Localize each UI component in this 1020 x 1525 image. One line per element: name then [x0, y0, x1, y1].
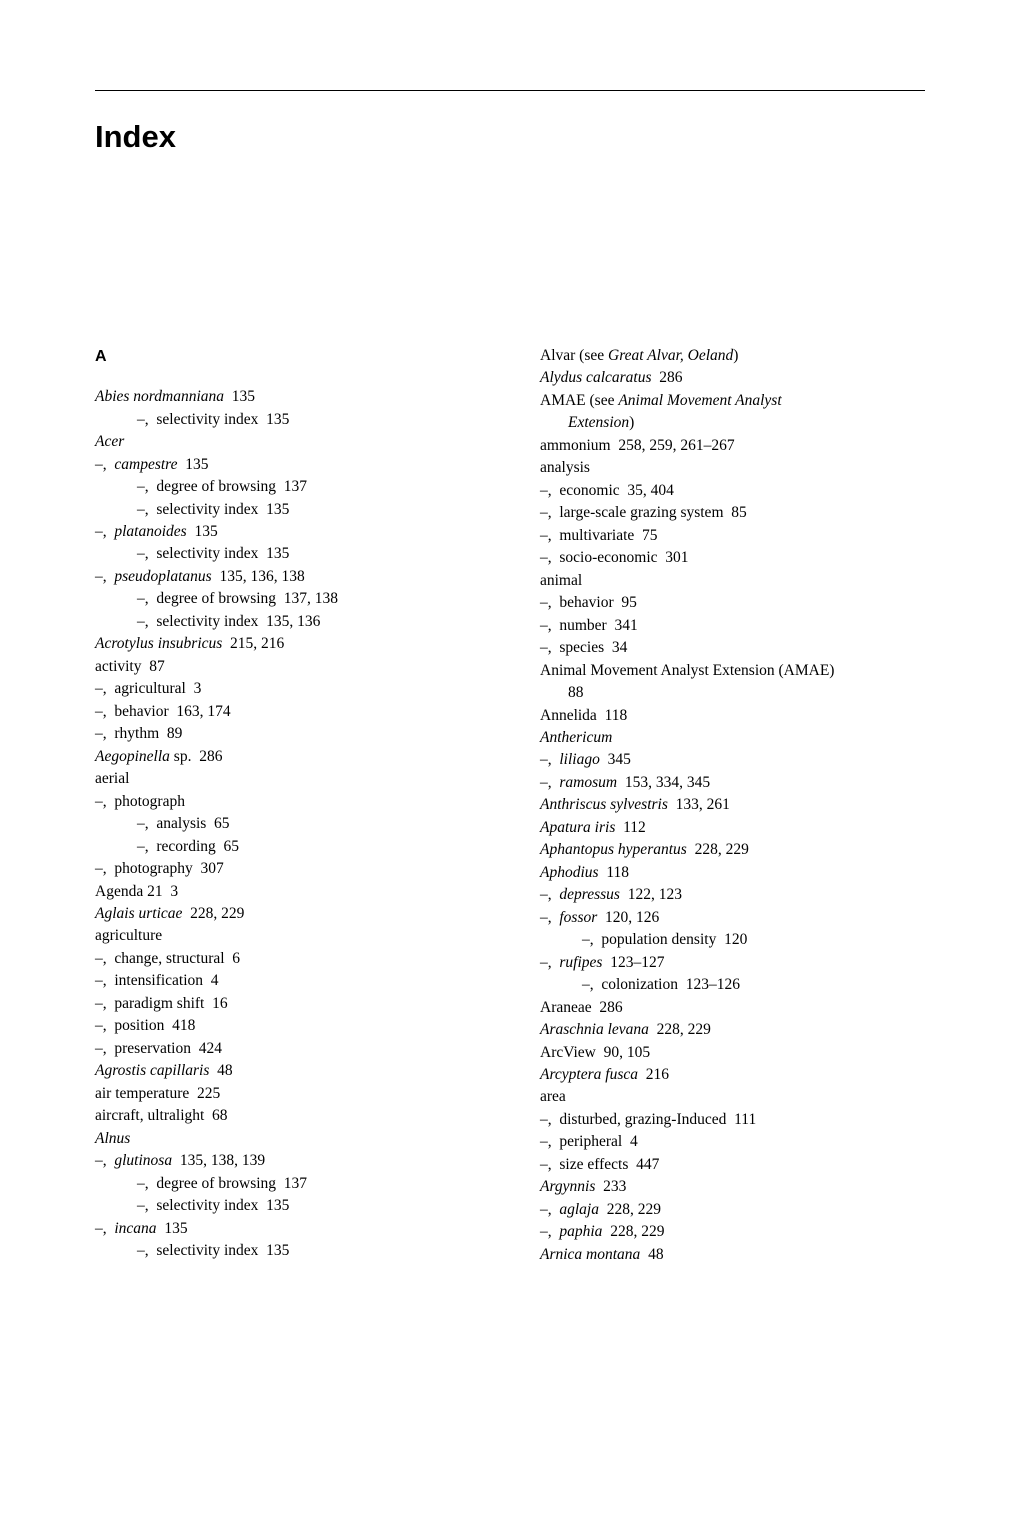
index-entry: –, photography 307 [95, 858, 480, 880]
index-entry: –, disturbed, grazing-Induced 111 [540, 1109, 925, 1131]
index-entry: –, size effects 447 [540, 1154, 925, 1176]
index-entry: Apatura iris 112 [540, 817, 925, 839]
index-entry: –, degree of browsing 137, 138 [95, 588, 480, 610]
index-entry: Anthriscus sylvestris 133, 261 [540, 794, 925, 816]
index-entry: –, incana 135 [95, 1218, 480, 1240]
index-entry: –, degree of browsing 137 [95, 1173, 480, 1195]
index-entry: –, selectivity index 135 [95, 543, 480, 565]
index-entry: –, large-scale grazing system 85 [540, 502, 925, 524]
index-entry: –, species 34 [540, 637, 925, 659]
index-entry: Acrotylus insubricus 215, 216 [95, 633, 480, 655]
index-entry: –, selectivity index 135 [95, 409, 480, 431]
index-entry: –, selectivity index 135 [95, 1195, 480, 1217]
index-entry: –, pseudoplatanus 135, 136, 138 [95, 566, 480, 588]
index-entry: –, population density 120 [540, 929, 925, 951]
index-entry: Alnus [95, 1128, 480, 1150]
page-title: Index [95, 119, 925, 155]
title-rule [95, 90, 925, 91]
index-entry: Araschnia levana 228, 229 [540, 1019, 925, 1041]
index-entry: –, economic 35, 404 [540, 480, 925, 502]
index-entry: Agenda 21 3 [95, 881, 480, 903]
index-entry: –, liliago 345 [540, 749, 925, 771]
index-entry: analysis [540, 457, 925, 479]
index-entry: –, behavior 163, 174 [95, 701, 480, 723]
index-entry: Arcyptera fusca 216 [540, 1064, 925, 1086]
index-entry: ammonium 258, 259, 261–267 [540, 435, 925, 457]
index-entry: Argynnis 233 [540, 1176, 925, 1198]
index-entry: Arnica montana 48 [540, 1244, 925, 1266]
index-entry: Annelida 118 [540, 705, 925, 727]
index-entry: –, selectivity index 135 [95, 499, 480, 521]
index-entry: aerial [95, 768, 480, 790]
index-entry: Agrostis capillaris 48 [95, 1060, 480, 1082]
index-entry: –, behavior 95 [540, 592, 925, 614]
index-entry: –, multivariate 75 [540, 525, 925, 547]
index-entry: Aphodius 118 [540, 862, 925, 884]
index-entry: Alvar (see Great Alvar, Oeland) [540, 345, 925, 367]
index-entry: –, number 341 [540, 615, 925, 637]
index-entry: –, paradigm shift 16 [95, 993, 480, 1015]
index-entry: –, colonization 123–126 [540, 974, 925, 996]
index-entry: –, rhythm 89 [95, 723, 480, 745]
index-entry: Aphantopus hyperantus 228, 229 [540, 839, 925, 861]
index-entry: –, fossor 120, 126 [540, 907, 925, 929]
index-entry: –, socio-economic 301 [540, 547, 925, 569]
index-entry: –, campestre 135 [95, 454, 480, 476]
index-entry: area [540, 1086, 925, 1108]
index-entry: activity 87 [95, 656, 480, 678]
index-entry: aircraft, ultralight 68 [95, 1105, 480, 1127]
index-entry: ArcView 90, 105 [540, 1042, 925, 1064]
index-entry: Animal Movement Analyst Extension (AMAE) [540, 660, 925, 682]
left-entries: Abies nordmanniana 135–, selectivity ind… [95, 386, 480, 1262]
index-entry: Abies nordmanniana 135 [95, 386, 480, 408]
index-entry: –, paphia 228, 229 [540, 1221, 925, 1243]
index-entry: Aglais urticae 228, 229 [95, 903, 480, 925]
index-entry: Alydus calcaratus 286 [540, 367, 925, 389]
left-column: A Abies nordmanniana 135–, selectivity i… [95, 345, 480, 1266]
index-entry: agriculture [95, 925, 480, 947]
index-entry: Aegopinella sp. 286 [95, 746, 480, 768]
index-entry: Extension) [540, 412, 925, 434]
index-entry: –, position 418 [95, 1015, 480, 1037]
right-entries: Alvar (see Great Alvar, Oeland)Alydus ca… [540, 345, 925, 1266]
right-column: Alvar (see Great Alvar, Oeland)Alydus ca… [540, 345, 925, 1266]
index-entry: –, platanoides 135 [95, 521, 480, 543]
index-entry: –, selectivity index 135 [95, 1240, 480, 1262]
index-entry: –, photograph [95, 791, 480, 813]
index-entry: –, agricultural 3 [95, 678, 480, 700]
index-entry: Araneae 286 [540, 997, 925, 1019]
index-columns: A Abies nordmanniana 135–, selectivity i… [95, 345, 925, 1266]
index-entry: AMAE (see Animal Movement Analyst [540, 390, 925, 412]
index-entry: –, peripheral 4 [540, 1131, 925, 1153]
index-entry: –, degree of browsing 137 [95, 476, 480, 498]
index-entry: Anthericum [540, 727, 925, 749]
index-entry: –, intensification 4 [95, 970, 480, 992]
index-entry: air temperature 225 [95, 1083, 480, 1105]
index-entry: –, selectivity index 135, 136 [95, 611, 480, 633]
section-letter: A [95, 345, 480, 368]
index-entry: –, ramosum 153, 334, 345 [540, 772, 925, 794]
index-entry: –, glutinosa 135, 138, 139 [95, 1150, 480, 1172]
index-entry: Acer [95, 431, 480, 453]
index-entry: –, recording 65 [95, 836, 480, 858]
index-entry: –, change, structural 6 [95, 948, 480, 970]
index-entry: animal [540, 570, 925, 592]
index-entry: –, rufipes 123–127 [540, 952, 925, 974]
index-entry: –, aglaja 228, 229 [540, 1199, 925, 1221]
index-entry: 88 [540, 682, 925, 704]
index-entry: –, analysis 65 [95, 813, 480, 835]
index-entry: –, preservation 424 [95, 1038, 480, 1060]
index-entry: –, depressus 122, 123 [540, 884, 925, 906]
